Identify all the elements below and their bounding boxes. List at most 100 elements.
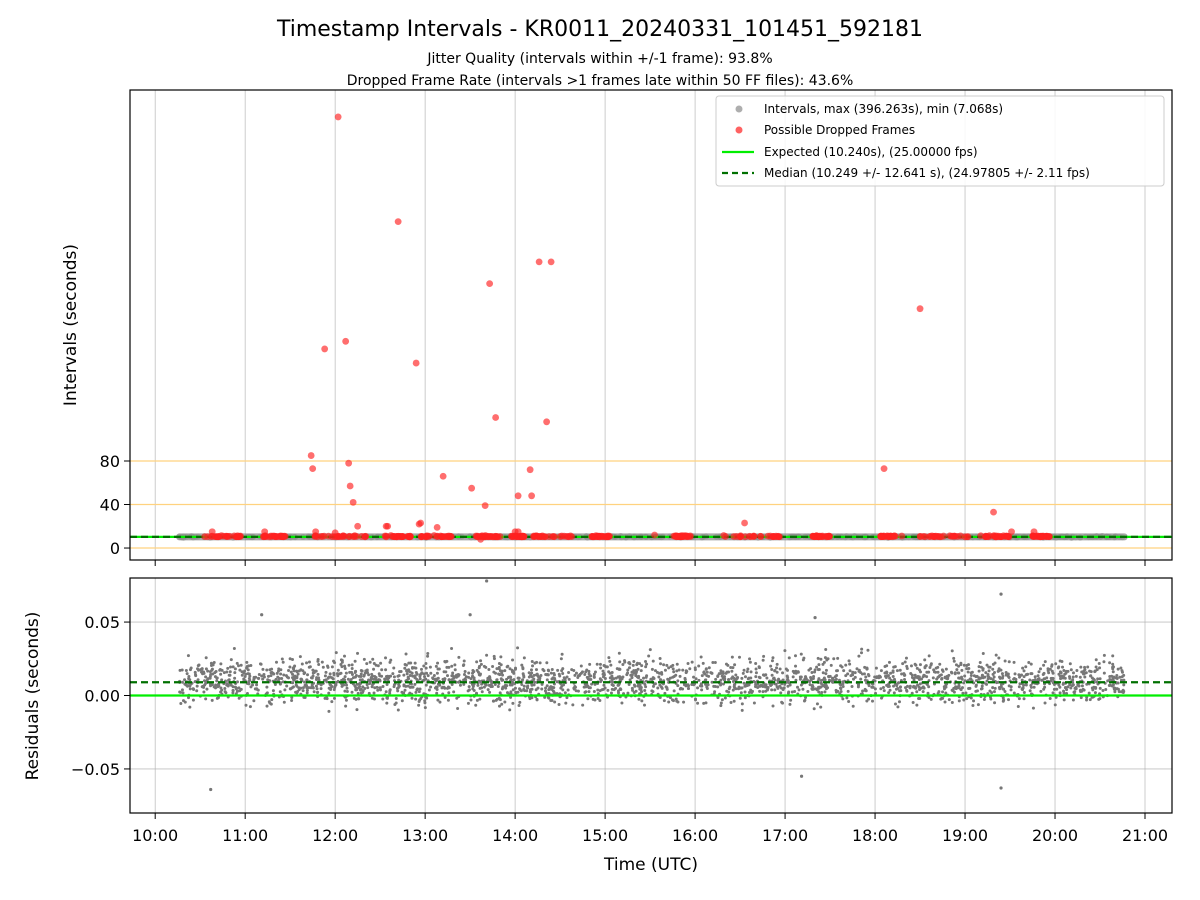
residual-point <box>659 678 663 682</box>
residual-point <box>887 691 891 695</box>
residual-point <box>817 690 821 694</box>
residual-point <box>406 669 410 673</box>
residual-point <box>331 677 335 681</box>
dropped-frame-point <box>1036 533 1044 541</box>
residual-point <box>195 684 199 688</box>
residual-point <box>1085 698 1089 702</box>
residual-point <box>406 675 410 679</box>
residual-point <box>584 670 588 674</box>
residual-point <box>610 683 614 687</box>
residual-point <box>690 660 694 664</box>
residual-point <box>632 683 636 687</box>
residual-point <box>694 677 698 681</box>
residual-point <box>534 668 538 672</box>
residual-point <box>703 672 707 676</box>
residual-point <box>480 690 484 694</box>
residual-point <box>343 678 347 682</box>
residual-point <box>729 700 733 704</box>
dropped-frame-point <box>382 533 390 541</box>
residual-point <box>549 698 553 702</box>
residual-point <box>271 689 275 693</box>
residual-point <box>1107 683 1111 687</box>
residual-point <box>355 688 359 692</box>
residual-point <box>1032 685 1036 689</box>
residual-point <box>343 666 347 670</box>
residual-point <box>1066 685 1070 689</box>
residual-point <box>321 665 325 669</box>
residual-point <box>616 691 620 695</box>
dropped-frame-point <box>349 498 357 506</box>
residual-point <box>905 688 909 692</box>
residual-point <box>671 675 675 679</box>
residual-point <box>918 688 922 692</box>
dropped-frame-point <box>528 492 536 500</box>
residual-point <box>545 684 549 688</box>
residual-point <box>660 672 664 676</box>
residual-point <box>516 646 520 650</box>
residual-point <box>446 698 450 702</box>
residual-point <box>887 682 891 686</box>
dropped-frame-point <box>824 532 832 540</box>
residual-point <box>323 674 327 678</box>
residual-outlier-point <box>999 592 1003 596</box>
residual-point <box>359 691 363 695</box>
residual-point <box>418 687 422 691</box>
residual-point <box>259 662 263 666</box>
residual-point <box>1022 683 1026 687</box>
residual-point <box>683 678 687 682</box>
residual-point <box>834 677 838 681</box>
residual-point <box>584 685 588 689</box>
residual-point <box>262 673 266 677</box>
residual-point <box>911 700 915 704</box>
residual-point <box>1007 660 1011 664</box>
residual-point <box>676 679 680 683</box>
residual-point <box>632 659 636 663</box>
residual-point <box>1062 698 1066 702</box>
residual-point <box>1060 659 1064 663</box>
residual-point <box>418 674 422 678</box>
residual-point <box>997 685 1001 689</box>
residual-point <box>741 671 745 675</box>
residual-point <box>353 659 357 663</box>
residual-point <box>839 689 843 693</box>
residual-point <box>965 667 969 671</box>
residual-point <box>301 689 305 693</box>
residual-point <box>727 678 731 682</box>
residual-point <box>701 661 705 665</box>
residual-point <box>599 666 603 670</box>
residual-point <box>557 672 561 676</box>
residual-point <box>657 675 661 679</box>
dropped-frame-point <box>877 533 885 541</box>
residual-point <box>356 686 360 690</box>
residual-point <box>743 690 747 694</box>
residual-point <box>1083 665 1087 669</box>
residual-point <box>885 670 889 674</box>
residual-point <box>968 677 972 681</box>
dropped-frame-point <box>746 532 753 540</box>
dropped-frame-point <box>770 532 777 540</box>
residual-point <box>450 646 454 650</box>
residual-point <box>372 667 376 671</box>
residual-point <box>425 671 429 675</box>
residual-point <box>817 686 821 690</box>
residual-point <box>976 703 980 707</box>
residual-point <box>498 704 502 708</box>
residual-point <box>980 684 984 688</box>
residual-point <box>778 667 782 671</box>
residual-point <box>472 688 476 692</box>
residual-point <box>389 674 393 678</box>
residual-point <box>824 647 828 651</box>
residual-point <box>475 698 479 702</box>
residual-point <box>1102 653 1106 657</box>
residual-point <box>1012 660 1016 664</box>
residual-point <box>1085 682 1089 686</box>
residual-point <box>343 654 347 658</box>
residual-point <box>1022 675 1026 679</box>
residual-point <box>336 668 340 672</box>
residual-point <box>305 688 309 692</box>
dropped-frame-point <box>331 533 339 540</box>
residual-point <box>702 701 706 705</box>
residual-point <box>960 668 964 672</box>
residual-point <box>478 664 482 668</box>
residual-point <box>819 681 823 685</box>
